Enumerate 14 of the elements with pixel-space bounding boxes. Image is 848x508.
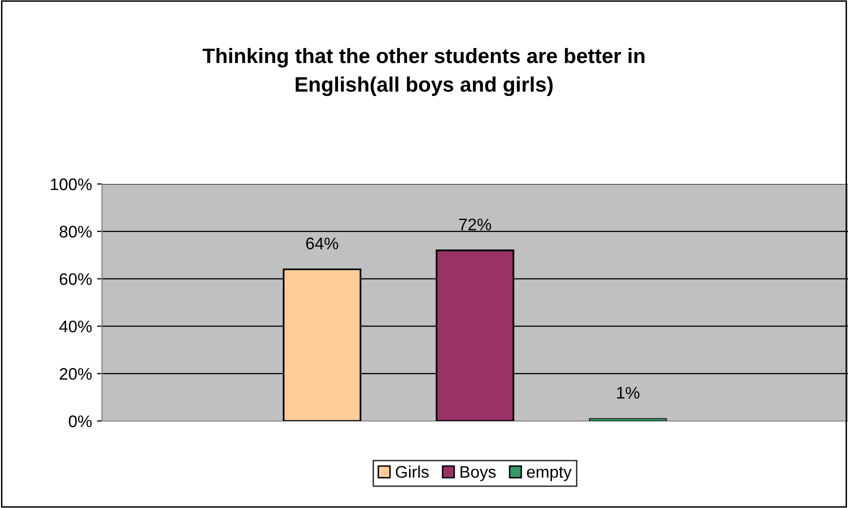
data-label: 64% [306, 238, 338, 250]
data-label: 72% [459, 218, 492, 230]
y-tick-label: 0% [68, 415, 92, 428]
chart-title: Thinking that the other students are better in English(all boys and girls) [202, 48, 644, 96]
legend-label: Boys [460, 466, 496, 482]
data-label: 1% [617, 386, 640, 399]
y-tick-label: 60% [60, 273, 92, 286]
bar [589, 418, 667, 421]
y-tick-label: 80% [60, 226, 92, 238]
y-tick-label: 40% [59, 320, 92, 332]
legend-label: empty [527, 466, 572, 482]
y-tick-label: 20% [60, 368, 92, 380]
y-tick-label: 100% [50, 178, 92, 190]
legend-label: Girls [396, 466, 429, 478]
